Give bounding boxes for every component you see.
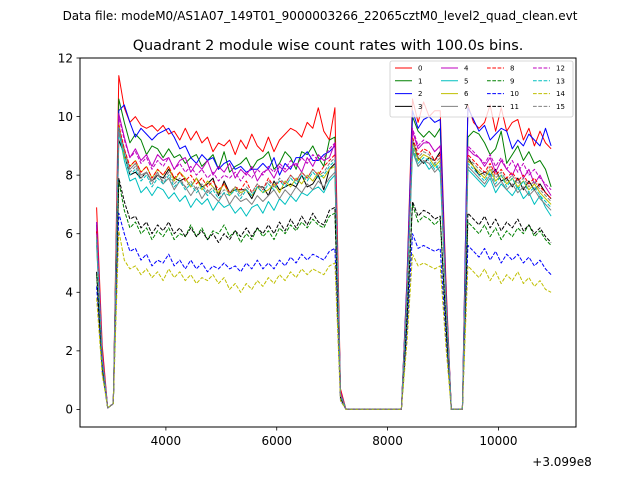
legend-label-3: 3 <box>418 103 422 111</box>
legend-label-0: 0 <box>418 65 422 73</box>
series-layer <box>96 75 552 410</box>
series-line-15 <box>96 130 552 410</box>
legend-label-8: 8 <box>510 65 514 73</box>
x-axis: 4000 6000 8000 10000 <box>151 427 518 448</box>
legend-label-9: 9 <box>510 77 514 85</box>
y-tick-label: 4 <box>65 286 73 300</box>
series-line-7 <box>96 127 552 410</box>
legend-label-5: 5 <box>464 77 468 85</box>
x-offset-label: +3.099e8 <box>532 455 591 469</box>
legend-label-10: 10 <box>510 90 519 98</box>
series-line-9 <box>96 180 552 410</box>
plot-area <box>79 57 577 428</box>
legend-label-2: 2 <box>418 90 422 98</box>
axes-frame <box>79 57 577 428</box>
legend-label-15: 15 <box>556 103 565 111</box>
legend-label-13: 13 <box>556 77 565 85</box>
legend-label-14: 14 <box>556 90 565 98</box>
x-tick-label: 6000 <box>261 434 292 448</box>
chart-title: Quadrant 2 module wise count rates with … <box>133 38 524 54</box>
series-line-10 <box>96 212 552 410</box>
series-line-13 <box>96 127 552 410</box>
legend-label-11: 11 <box>510 103 519 111</box>
series-line-12 <box>96 116 552 410</box>
legend-label-6: 6 <box>464 90 469 98</box>
x-tick-label: 4000 <box>151 434 182 448</box>
series-line-14 <box>96 230 552 410</box>
y-tick-label: 0 <box>65 403 73 417</box>
y-tick-label: 2 <box>65 344 73 358</box>
y-tick-label: 12 <box>58 51 73 65</box>
series-line-8 <box>96 124 552 410</box>
legend-label-7: 7 <box>464 103 468 111</box>
series-line-11 <box>96 177 552 410</box>
chart-suptitle: Data file: modeM0/AS1A07_149T01_90000032… <box>63 9 578 23</box>
y-tick-label: 8 <box>65 168 73 182</box>
y-axis: 0 2 4 6 8 10 12 <box>58 51 80 417</box>
series-line-5 <box>96 130 552 410</box>
y-tick-label: 6 <box>65 227 73 241</box>
legend-label-4: 4 <box>464 65 469 73</box>
x-tick-label: 10000 <box>479 434 517 448</box>
legend-box <box>389 60 574 118</box>
series-line-6 <box>96 121 552 410</box>
legend-label-12: 12 <box>556 65 565 73</box>
y-tick-label: 10 <box>58 110 73 124</box>
x-tick-label: 8000 <box>372 434 403 448</box>
legend-label-1: 1 <box>418 77 422 85</box>
series-line-2 <box>96 104 552 410</box>
